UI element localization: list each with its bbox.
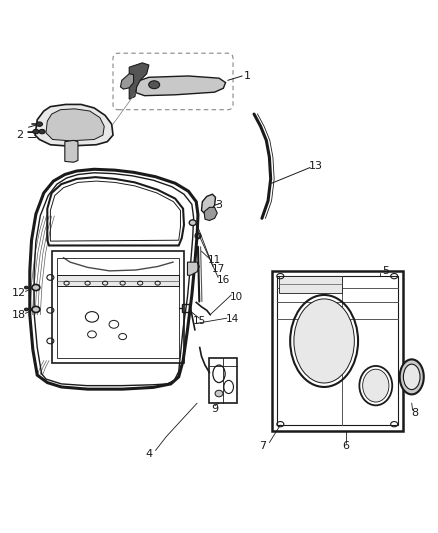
Ellipse shape [33,130,39,134]
Text: 11: 11 [208,255,221,265]
Polygon shape [57,275,179,286]
Text: 9: 9 [211,404,218,414]
Ellipse shape [32,306,40,312]
Polygon shape [120,74,134,89]
Text: 5: 5 [382,266,389,276]
Text: 6: 6 [343,441,350,451]
Ellipse shape [25,308,28,311]
Ellipse shape [403,364,420,390]
Text: 2: 2 [16,130,23,140]
Ellipse shape [399,359,424,394]
Text: 14: 14 [226,314,239,324]
Ellipse shape [32,285,40,290]
Text: 17: 17 [212,264,225,273]
Ellipse shape [189,220,196,225]
Text: 13: 13 [308,161,322,171]
Ellipse shape [39,130,45,134]
Text: 3: 3 [215,200,223,210]
Ellipse shape [215,390,223,397]
Text: 18: 18 [11,310,25,320]
Ellipse shape [36,122,42,126]
Ellipse shape [148,81,159,88]
Ellipse shape [25,286,28,289]
Text: 12: 12 [11,288,25,298]
Polygon shape [187,262,199,275]
Polygon shape [136,76,226,96]
Polygon shape [35,104,113,146]
Ellipse shape [294,299,354,383]
Polygon shape [129,63,149,99]
Polygon shape [201,194,215,214]
Polygon shape [65,140,78,162]
Text: 8: 8 [412,408,419,418]
Text: 1: 1 [244,71,251,81]
Text: 10: 10 [230,292,243,302]
Polygon shape [279,276,342,293]
Polygon shape [46,109,104,141]
Text: 4: 4 [145,449,152,459]
Polygon shape [204,207,217,221]
Text: 16: 16 [217,274,230,285]
Text: 15: 15 [193,316,206,326]
Text: 7: 7 [259,441,266,451]
Ellipse shape [363,369,389,402]
